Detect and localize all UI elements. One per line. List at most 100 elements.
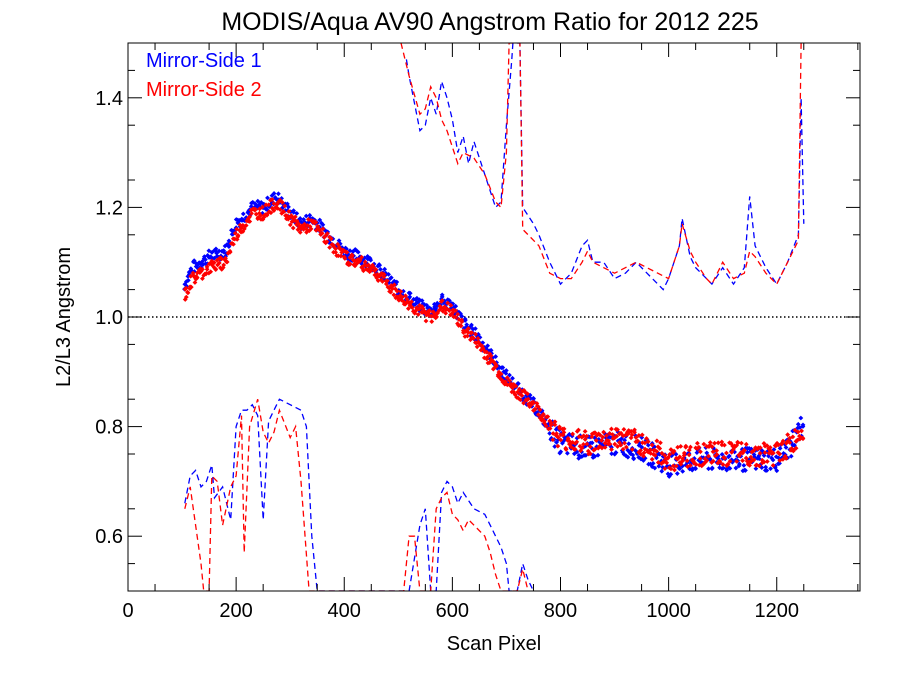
series-1-point (720, 465, 726, 471)
series-2-point (300, 223, 306, 229)
series-2-point (783, 456, 789, 461)
y-tick-label: 1.0 (95, 307, 123, 329)
series-2-point (688, 444, 693, 450)
series-1-point (619, 440, 624, 446)
series-1-point (439, 294, 445, 300)
series-1-point (258, 199, 264, 205)
series-2-point (231, 241, 236, 247)
series-2-point (277, 207, 283, 213)
series-2-point (185, 289, 190, 295)
series-2-point (677, 460, 683, 465)
series-1-point (227, 242, 233, 247)
series-1-point (453, 303, 459, 309)
series-2-point (722, 442, 727, 448)
series-1-point (352, 247, 358, 253)
series-2-point (540, 411, 546, 417)
series-1-point (666, 474, 672, 479)
series-1-point (344, 246, 349, 252)
series-2-point (471, 335, 477, 341)
series-1-point (777, 445, 783, 451)
series-2-point (714, 448, 719, 453)
series-2-point (764, 459, 770, 464)
series-2-point (600, 434, 606, 440)
series-2-point (555, 434, 561, 440)
series-2-point (599, 445, 605, 451)
series-2-point (297, 230, 303, 235)
series-1-point (269, 199, 275, 205)
series-2-point (407, 303, 413, 308)
series-2-point (706, 453, 711, 459)
series-2-point (479, 343, 485, 349)
series-2-point (183, 294, 189, 300)
series-2-point (785, 438, 791, 444)
y-tick-label: 1.4 (95, 88, 123, 110)
series-2-point (581, 433, 587, 439)
series-2-point (712, 440, 717, 446)
series-2-point (232, 230, 238, 236)
series-1-point (373, 270, 379, 275)
series-1-point (774, 468, 780, 474)
series-2-point (698, 449, 703, 455)
series-1-point (464, 322, 470, 328)
series-1-point (317, 224, 322, 230)
series-1-point (241, 218, 247, 223)
series-2-point (597, 432, 603, 438)
series-1-point (694, 450, 700, 456)
series-2-point (271, 208, 277, 214)
series-2-point (609, 426, 614, 432)
series-1-point (677, 466, 683, 471)
series-2-point (222, 257, 228, 263)
series-2-point (456, 317, 462, 322)
series-2-point (762, 450, 768, 455)
series-2-point (632, 427, 637, 433)
series-2-point (547, 426, 553, 431)
series-2-point (487, 351, 493, 357)
series-2-point (485, 354, 491, 360)
series-2-point (344, 249, 350, 255)
series-1-point (431, 301, 437, 307)
series-2-point (255, 216, 261, 222)
series-1-point (668, 471, 674, 477)
series-2-point (614, 433, 620, 439)
series-1-point (783, 445, 789, 450)
series-1-point (196, 260, 202, 266)
series-1-point (328, 240, 333, 246)
series-2-point (247, 219, 253, 224)
series-1-point (622, 437, 628, 443)
series-2-point (539, 414, 545, 419)
series-2-point (724, 450, 729, 456)
series-1-point (528, 396, 534, 401)
series-1-point (203, 257, 208, 262)
series-2-point (269, 197, 275, 202)
series-2-point (629, 447, 635, 452)
series-2-point (658, 440, 663, 446)
series-2-point (313, 219, 319, 225)
series-2-point (634, 439, 640, 444)
series-2-point (761, 459, 767, 465)
series-2-point (618, 442, 624, 448)
series-1-point (552, 444, 558, 449)
series-2-point (704, 458, 710, 463)
series-1-point (488, 347, 494, 353)
series-2-point (391, 282, 397, 288)
series-2-point (572, 446, 578, 452)
series-2-point (296, 221, 301, 227)
series-2-point (439, 298, 445, 304)
series-2-point (574, 439, 580, 445)
series-2-point (670, 463, 676, 469)
series-2-point (280, 200, 285, 205)
series-1-point (226, 238, 232, 244)
series-2-point (215, 262, 220, 268)
series-2-point (607, 441, 613, 447)
series-1-point (371, 261, 377, 267)
series-2-point (381, 274, 387, 280)
series-2-point (357, 259, 362, 264)
series-1-point (209, 250, 215, 255)
series-2-point (493, 362, 499, 368)
series-2-point (415, 312, 421, 317)
series-2-point (525, 391, 530, 397)
series-2-point (513, 383, 519, 389)
series-1-point (736, 463, 742, 469)
series-2-point (767, 445, 773, 450)
series-1-point (503, 371, 509, 376)
